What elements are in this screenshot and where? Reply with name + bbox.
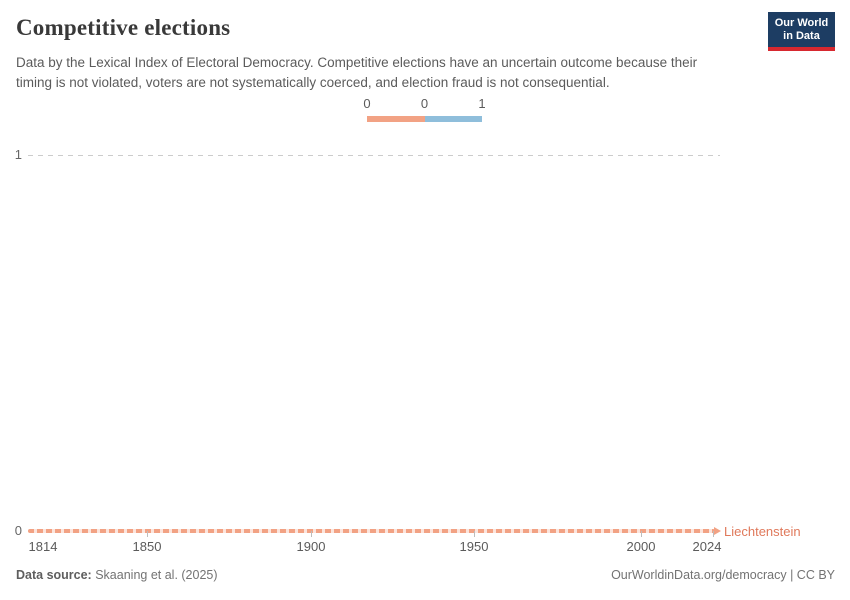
owid-logo-line2: in Data (783, 30, 820, 42)
x-axis-label-1814: 1814 (28, 539, 58, 554)
x-tick-2024 (713, 531, 714, 537)
legend-edge-label-mid: 0 (420, 96, 429, 111)
gridline-y1 (28, 155, 720, 156)
chart-footer: Data source: Skaaning et al. (2025) OurW… (16, 568, 835, 582)
series-line-arrow-icon (714, 527, 721, 535)
data-source: Data source: Skaaning et al. (2025) (16, 568, 218, 582)
y-axis-label-0: 0 (14, 523, 22, 538)
owid-logo[interactable]: Our World in Data (768, 12, 835, 51)
owid-logo-red-stripe (768, 47, 835, 51)
data-source-label: Data source: (16, 568, 92, 582)
footer-link[interactable]: OurWorldinData.org/democracy | CC BY (611, 568, 835, 582)
owid-logo-text: Our World in Data (768, 12, 835, 47)
legend-edge-label-max: 1 (478, 96, 486, 111)
x-axis-label-2024: 2024 (692, 539, 722, 554)
page-title: Competitive elections (16, 15, 231, 40)
categorical-legend: 0 0 1 (363, 96, 486, 122)
x-axis-label-1950: 1950 (459, 539, 489, 554)
x-tick-1950 (474, 531, 475, 537)
legend-edge-label-min: 0 (363, 96, 371, 111)
legend-segment-one[interactable] (424, 116, 482, 122)
y-axis-label-1: 1 (14, 147, 22, 162)
chart-subtitle: Data by the Lexical Index of Electoral D… (16, 55, 698, 90)
x-tick-1900 (311, 531, 312, 537)
x-axis-label-2000: 2000 (626, 539, 656, 554)
series-label-liechtenstein[interactable]: Liechtenstein (724, 524, 801, 539)
series-line-liechtenstein[interactable] (28, 529, 715, 533)
x-tick-1850 (147, 531, 148, 537)
data-source-value: Skaaning et al. (2025) (95, 568, 218, 582)
x-axis-label-1850: 1850 (132, 539, 162, 554)
x-tick-2000 (641, 531, 642, 537)
owid-logo-line1: Our World (774, 17, 829, 29)
x-axis-label-1900: 1900 (296, 539, 326, 554)
legend-segment-zero[interactable] (367, 116, 425, 122)
